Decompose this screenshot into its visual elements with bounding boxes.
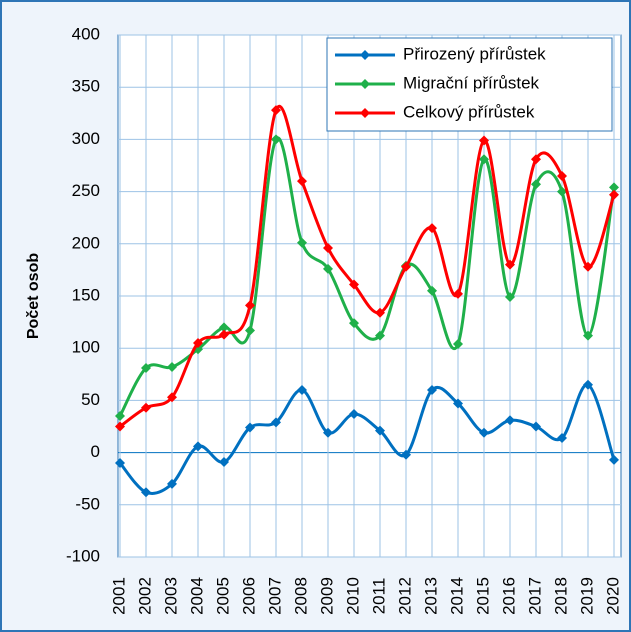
marker [349,318,359,329]
marker [479,154,489,165]
marker [609,454,619,465]
y-tick-label: 0 [91,442,100,461]
marker [271,105,281,116]
legend-label: Migrační přírůstek [403,73,540,92]
x-tick-label: 2003 [161,577,180,615]
marker [505,292,515,303]
marker [167,361,177,372]
x-tick-label: 2011 [369,578,388,615]
x-tick-label: 2002 [135,577,154,615]
x-tick-label: 2009 [317,577,336,615]
marker [531,179,541,190]
x-tick-label: 2005 [213,577,232,615]
marker [401,261,411,272]
y-tick-label: 150 [72,285,100,304]
marker [323,263,333,274]
marker [531,154,541,165]
x-tick-label: 2013 [421,577,440,615]
marker [583,379,593,390]
marker [375,425,385,436]
marker [453,398,463,409]
marker [505,259,515,270]
marker [609,189,619,200]
marker [479,135,489,146]
y-tick-label: -50 [75,494,100,513]
marker [453,339,463,350]
y-tick-label: 250 [72,181,100,200]
y-tick-label: 100 [72,338,100,357]
marker [271,134,281,145]
x-tick-label: 2018 [551,577,570,615]
marker [427,384,437,395]
marker [297,384,307,395]
marker [479,427,489,438]
marker [505,415,515,426]
marker [557,186,567,197]
marker [297,237,307,248]
marker [271,417,281,428]
marker [167,478,177,489]
marker [375,307,385,318]
x-tick-label: 2014 [447,577,466,615]
marker [219,456,229,467]
marker [245,325,255,336]
y-tick-label: 400 [72,24,100,43]
x-tick-label: 2001 [109,577,128,615]
marker [141,363,151,374]
marker [583,261,593,272]
x-tick-label: 2007 [265,577,284,615]
x-tick-label: 2004 [187,577,206,615]
marker [245,300,255,311]
marker [349,408,359,419]
legend-label: Přirozený přírůstek [403,44,546,63]
marker [297,176,307,187]
y-tick-label: 350 [72,77,100,96]
marker [427,285,437,296]
x-tick-label: 2019 [577,577,596,615]
x-tick-label: 2008 [291,577,310,615]
marker [193,337,203,348]
marker [427,223,437,234]
legend-marker [360,50,370,60]
y-tick-label: 200 [72,233,100,252]
marker [115,421,125,432]
marker [115,411,125,422]
marker [219,322,229,333]
x-tick-label: 2012 [395,577,414,615]
y-tick-label: -100 [66,546,100,565]
marker [323,242,333,253]
marker [219,329,229,340]
marker [141,487,151,498]
marker [531,421,541,432]
marker [245,422,255,433]
marker [557,432,567,443]
x-tick-label: 2015 [473,577,492,615]
marker [323,427,333,438]
x-tick-label: 2010 [343,577,362,615]
marker [193,441,203,452]
legend-marker [360,79,370,89]
marker [557,170,567,181]
y-tick-label: 300 [72,129,100,148]
x-tick-label: 2016 [499,577,518,615]
marker [583,330,593,341]
x-tick-label: 2020 [603,577,622,615]
marker [115,458,125,469]
marker [375,330,385,341]
marker [141,402,151,413]
marker [167,392,177,403]
marker [453,288,463,299]
marker [349,279,359,290]
marker [609,182,619,193]
y-tick-label: 50 [81,390,100,409]
marker [401,449,411,460]
y-axis-label: Počet osob [25,253,42,339]
legend-marker [360,108,370,118]
x-tick-label: 2006 [239,577,258,615]
legend-label: Celkový přírůstek [403,102,535,121]
x-tick-label: 2017 [525,577,544,615]
